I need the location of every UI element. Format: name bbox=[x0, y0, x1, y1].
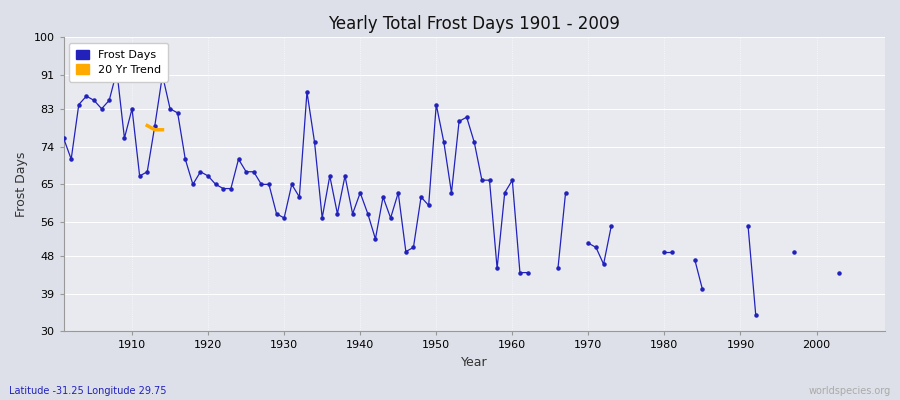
Point bbox=[467, 139, 482, 146]
Point bbox=[125, 106, 140, 112]
Point bbox=[421, 202, 436, 208]
Point bbox=[604, 223, 618, 230]
Point bbox=[86, 97, 101, 104]
Point bbox=[170, 110, 184, 116]
Point bbox=[79, 93, 94, 99]
Point bbox=[353, 190, 367, 196]
Point bbox=[665, 248, 680, 255]
Point bbox=[558, 190, 572, 196]
Point bbox=[64, 156, 78, 162]
Point bbox=[163, 106, 177, 112]
Point bbox=[436, 139, 451, 146]
Point bbox=[269, 210, 284, 217]
Point bbox=[308, 139, 322, 146]
Point bbox=[148, 122, 162, 129]
Point bbox=[178, 156, 193, 162]
Point bbox=[452, 118, 466, 124]
Point bbox=[330, 210, 345, 217]
Point bbox=[140, 168, 155, 175]
Point bbox=[338, 173, 352, 179]
Point bbox=[741, 223, 755, 230]
Point bbox=[361, 210, 375, 217]
Point bbox=[513, 270, 527, 276]
Point bbox=[132, 173, 147, 179]
Point bbox=[460, 114, 474, 120]
Point bbox=[209, 181, 223, 188]
Point bbox=[368, 236, 382, 242]
Point bbox=[749, 312, 763, 318]
Point bbox=[224, 185, 238, 192]
Point bbox=[589, 244, 603, 250]
Y-axis label: Frost Days: Frost Days bbox=[15, 152, 28, 217]
Point bbox=[201, 173, 215, 179]
Point bbox=[238, 168, 253, 175]
Point bbox=[185, 181, 200, 188]
Point bbox=[399, 248, 413, 255]
Point bbox=[597, 261, 611, 267]
Point bbox=[429, 101, 444, 108]
Point bbox=[315, 215, 329, 221]
Point bbox=[156, 72, 170, 78]
Point bbox=[414, 194, 428, 200]
Legend: Frost Days, 20 Yr Trend: Frost Days, 20 Yr Trend bbox=[69, 43, 167, 82]
Text: worldspecies.org: worldspecies.org bbox=[809, 386, 891, 396]
Point bbox=[57, 135, 71, 141]
Point bbox=[688, 257, 702, 263]
Point bbox=[322, 173, 337, 179]
Point bbox=[94, 106, 109, 112]
Point bbox=[216, 185, 230, 192]
Point bbox=[787, 248, 801, 255]
X-axis label: Year: Year bbox=[461, 356, 488, 369]
Point bbox=[482, 177, 497, 183]
Point bbox=[505, 177, 519, 183]
Point bbox=[277, 215, 292, 221]
Point bbox=[300, 89, 314, 95]
Point bbox=[284, 181, 299, 188]
Point bbox=[551, 265, 565, 272]
Point bbox=[102, 97, 116, 104]
Text: Latitude -31.25 Longitude 29.75: Latitude -31.25 Longitude 29.75 bbox=[9, 386, 166, 396]
Point bbox=[117, 135, 131, 141]
Point bbox=[376, 194, 391, 200]
Point bbox=[292, 194, 307, 200]
Point bbox=[391, 190, 405, 196]
Point bbox=[474, 177, 489, 183]
Point bbox=[346, 210, 360, 217]
Point bbox=[696, 286, 710, 293]
Point bbox=[110, 68, 124, 74]
Point bbox=[657, 248, 671, 255]
Point bbox=[498, 190, 512, 196]
Point bbox=[231, 156, 246, 162]
Point bbox=[72, 101, 86, 108]
Point bbox=[581, 240, 596, 246]
Point bbox=[262, 181, 276, 188]
Point bbox=[832, 270, 847, 276]
Point bbox=[445, 190, 459, 196]
Point bbox=[194, 168, 208, 175]
Point bbox=[254, 181, 268, 188]
Point bbox=[406, 244, 420, 250]
Point bbox=[247, 168, 261, 175]
Point bbox=[520, 270, 535, 276]
Title: Yearly Total Frost Days 1901 - 2009: Yearly Total Frost Days 1901 - 2009 bbox=[328, 15, 620, 33]
Point bbox=[383, 215, 398, 221]
Point bbox=[490, 265, 504, 272]
